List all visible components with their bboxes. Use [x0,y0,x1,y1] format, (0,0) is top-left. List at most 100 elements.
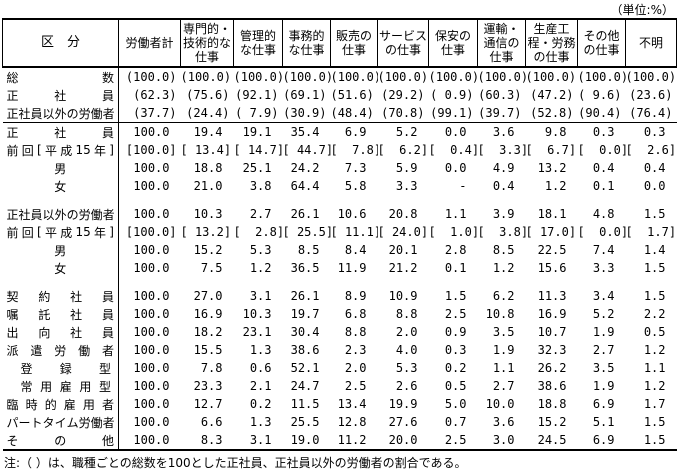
cell: 25.1 [242,161,272,175]
cell: 2.5 [444,433,467,447]
cell: 10.0 [485,397,515,411]
cell: 6.9 [344,125,367,139]
section-separator [2,195,677,205]
cell: [ 2.8] [233,225,283,239]
cell: 0.3 [592,125,615,139]
cell: 2.2 [643,307,666,321]
table-header: 区 分 労働者計 専門的・技術的な仕事 管理的な仕事 事務的な仕事 販売の仕事 … [2,18,677,68]
header-row: 区 分 労働者計 専門的・技術的な仕事 管理的な仕事 事務的な仕事 販売の仕事 … [2,18,677,68]
cell: 27.0 [193,289,223,303]
cell: (23.6) [629,88,673,102]
cell: (24.4) [186,106,230,120]
cell: 0.4 [643,161,666,175]
cell: 0.0 [444,161,467,175]
cell: 30.4 [290,325,320,339]
cell: 26.2 [537,361,567,375]
cell: 0.1 [592,179,615,193]
gap-cell [119,195,677,205]
cell: ( 9.6) [578,88,622,102]
cell: 10.9 [388,289,418,303]
cell: (100.0) [282,70,331,84]
cell: 1.7 [643,397,666,411]
table-row: 派遣労働者 100.0 15.5 1.3 38.6 2.3 4.0 0.3 1.9 32.3 2.7… [2,341,677,359]
cell: [ 0.4] [428,143,478,157]
cell: 100.0 [133,307,170,321]
cell: 1.5 [444,289,467,303]
cell: 3.5 [492,325,515,339]
cell: 5.3 [395,361,418,375]
cell: 0.6 [249,361,272,375]
row-label: 派遣労働者 [2,341,119,359]
cell: 0.3 [643,125,666,139]
cell: [ 3.8] [477,225,526,239]
column-header-other: その他の仕事 [577,18,626,68]
cell: 0.0 [643,179,666,193]
table-row: 正社員以外の労働者 100.0 10.3 2.7 26.1 10.6 20.8 1.1 3.9 1… [2,205,677,223]
cell: (100.0) [233,70,283,84]
cell: 11.9 [337,261,367,275]
table-row: パートタイム労働者 100.0 6.6 1.3 25.5 12.8 27.6 0.7 3.6 15… [2,413,677,431]
cell: 100.0 [133,415,170,429]
cell: 0.4 [592,161,615,175]
cell: 100.0 [133,433,170,447]
cell: 100.0 [133,243,170,257]
cell: 10.6 [337,207,367,221]
cell: [ 0.0] [577,143,626,157]
unit-label: （単位:%） [610,3,674,17]
row-label: 契約社員 [2,287,119,305]
cell: (52.8) [530,106,574,120]
cell: 11.3 [537,289,567,303]
cell: 1.4 [643,243,666,257]
cell: 18.2 [193,325,223,339]
cell: 19.7 [290,307,320,321]
row-label: 登録型 [2,359,119,377]
cell: [ 11.1] [330,225,378,239]
cell: 1.5 [643,207,666,221]
column-header-total: 労働者計 [118,18,181,68]
cell: 1.2 [643,343,666,357]
gap-stub-cell [2,277,119,287]
cell: 1.2 [643,379,666,393]
cell: 0.1 [444,261,467,275]
row-label: パートタイム労働者 [2,413,119,431]
cell: 6.8 [344,307,367,321]
cell: 24.7 [290,379,320,393]
cell: 8.9 [344,289,367,303]
cell: 4.9 [492,161,515,175]
cell: 11.2 [337,433,367,447]
cell: 10.3 [242,307,272,321]
row-label: 総数 [2,67,119,86]
cell: 3.8 [249,179,272,193]
cell: 1.5 [643,261,666,275]
cell: 20.1 [388,243,418,257]
cell: 19.1 [242,125,272,139]
cell: 1.5 [643,433,666,447]
cell: 5.8 [344,179,367,193]
cell: 32.3 [537,343,567,357]
cell: 7.8 [200,361,223,375]
cell: 10.3 [193,207,223,221]
cell: 38.6 [290,343,320,357]
row-label: 出向社員 [2,323,119,341]
section-separator [2,122,677,123]
cell: [ 44.7] [282,143,331,157]
cell: (100.0) [525,70,577,84]
cell: (30.9) [283,106,327,120]
cell: 7.3 [344,161,367,175]
cell: 3.0 [492,433,515,447]
cell: 20.8 [388,207,418,221]
cell: 21.0 [193,179,223,193]
cell: [ 25.5] [282,225,331,239]
cell: 8.5 [297,243,320,257]
table-row: 正社員以外の労働者 (37.7) (24.4) ( 7.9) (30.9) (48.4) (… [2,104,677,123]
cell: 1.9 [592,325,615,339]
cell: 19.9 [388,397,418,411]
table-row: 女 100.0 21.0 3.8 64.4 5.8 3.3 - 0.4 1.2 0.1 0.0 [2,177,677,195]
cell: 100.0 [133,125,170,139]
cell: 64.4 [290,179,320,193]
cell: 6.9 [592,397,615,411]
cell: 0.2 [444,361,467,375]
cell: 1.1 [492,361,515,375]
cell: [ 6.2] [377,143,429,157]
row-label: 正社員 [2,86,119,104]
